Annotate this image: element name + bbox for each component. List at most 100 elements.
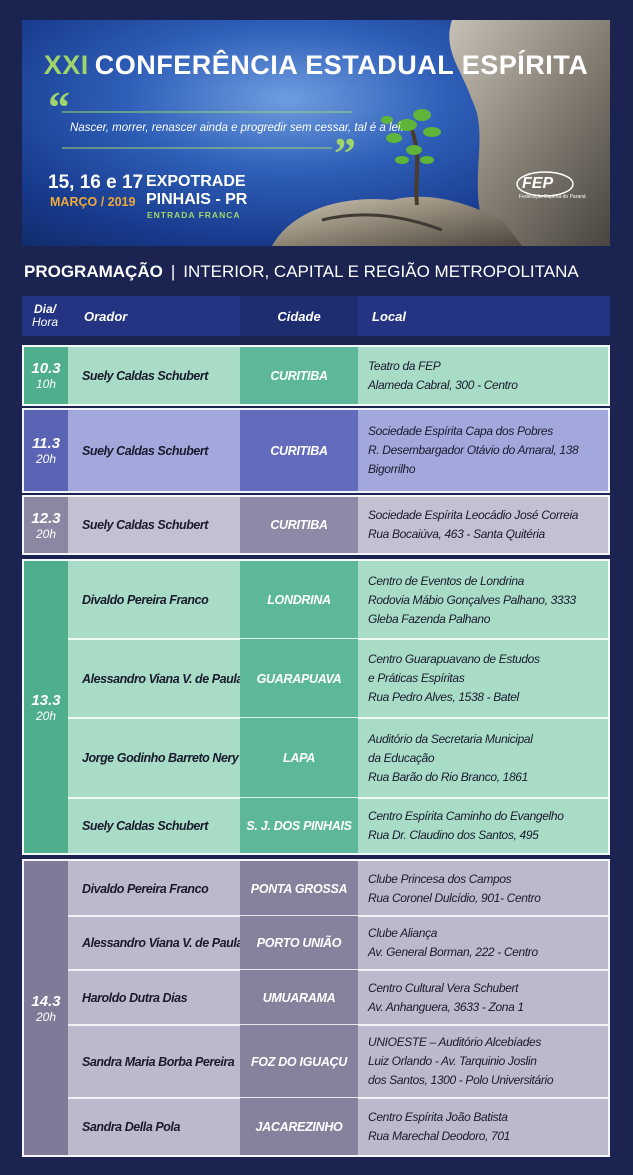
speaker: Suely Caldas Schubert <box>82 518 209 532</box>
schedule-group: 10.3 10h Suely Caldas Schubert CURITIBA Teat… <box>22 345 610 406</box>
location-line: Rua Dr. Claudino dos Santos, 495 <box>368 827 539 842</box>
day: 13.3 <box>31 691 61 709</box>
location-line: Rua Barão do Rio Branco, 1861 <box>368 769 528 784</box>
location-line: Rodovia Mábio Gonçalves Palhano, 3333 <box>368 592 576 607</box>
speaker: Suely Caldas Schubert <box>82 443 209 458</box>
location: Clube Aliança Av. General Borman, 222 - C… <box>358 916 608 970</box>
city: PINHAIS - PR <box>146 191 248 208</box>
header-text: Hora <box>31 315 58 329</box>
location: Centro Espírita Caminho do Evangelho Rua … <box>358 798 608 853</box>
header-location: Local <box>358 296 610 336</box>
city: PONTA GROSSA <box>240 861 358 916</box>
day-cell: 14.3 20h <box>24 861 68 1155</box>
schedule-group: 12.3 20h Suely Caldas Schubert CURITIBA Soci… <box>22 495 610 555</box>
location-line: dos Santos, 1300 - Polo Universitário <box>368 1073 554 1087</box>
location-line: Centro de Eventos de Londrina <box>368 573 524 588</box>
location: Clube Princesa dos Campos Rua Coronel Dul… <box>358 861 608 916</box>
location-line: da Educação <box>368 750 435 765</box>
location: Centro de Eventos de Londrina Rodovia Máb… <box>358 561 608 639</box>
city: LAPA <box>240 718 358 798</box>
location: Centro Guarapuavano de Estudos e Práticas… <box>358 639 608 718</box>
location: Sociedade Espírita Leocádio José Correia… <box>358 497 608 553</box>
speaker: Alessandro Viana V. de Paula <box>82 936 243 950</box>
section-title: PROGRAMAÇÃO <box>24 262 163 281</box>
location: Auditório da Secretaria Municipal da Educ… <box>358 718 608 798</box>
hour: 20h <box>35 452 57 466</box>
venue: EXPOTRADE <box>146 173 246 190</box>
speaker: Jorge Godinho Barreto Nery <box>82 751 239 765</box>
location-line: Teatro da FEP <box>368 358 441 373</box>
speaker: Sandra Maria Borba Pereira <box>82 1054 235 1069</box>
day: 11.3 <box>31 435 61 452</box>
location: Teatro da FEP Alameda Cabral, 300 - Centr… <box>358 347 608 404</box>
location-line: Rua Marechal Deodoro, 701 <box>368 1128 511 1143</box>
city: CURITIBA <box>240 347 358 404</box>
day: 10.3 <box>31 360 61 377</box>
location-line: Auditório da Secretaria Municipal <box>368 731 533 746</box>
entry: ENTRADA FRANCA <box>147 210 241 220</box>
header-text: Dia/ <box>33 302 56 316</box>
location-line: R. Desembargador Otávio do Amaral, 138 <box>368 443 579 457</box>
day: 12.3 <box>31 509 61 527</box>
location-line: Sociedade Espírita Leocádio José Correia <box>368 508 579 522</box>
speaker: Suely Caldas Schubert <box>82 368 209 383</box>
city: S. J. DOS PINHAIS <box>240 798 358 853</box>
location: Sociedade Espírita Capa dos Pobres R. Des… <box>358 410 608 491</box>
location-line: Gleba Fazenda Palhano <box>368 611 491 626</box>
hour: 20h <box>35 1009 57 1024</box>
city: UMUARAMA <box>240 970 358 1025</box>
location-line: Rua Pedro Alves, 1538 - Batel <box>368 690 519 704</box>
banner: XXI CONFERÊNCIA ESTADUAL ESPÍRITA “ ” Nas… <box>22 20 610 246</box>
location-line: Av. Anhanguera, 3633 - Zona 1 <box>368 999 524 1014</box>
section-heading: PROGRAMAÇÃO | INTERIOR, CAPITAL E REGIÃO M… <box>24 262 579 282</box>
location: UNIOESTE – Auditório Alcebíades Luiz Orla… <box>358 1025 608 1098</box>
location: Centro Espírita João Batista Rua Marechal… <box>358 1098 608 1155</box>
header-day-hour: Dia/ Hora <box>22 296 68 336</box>
speaker: Haroldo Dutra Dias <box>82 990 188 1005</box>
speaker: Divaldo Pereira Franco <box>82 881 209 896</box>
city: FOZ DO IGUAÇU <box>240 1025 358 1098</box>
speaker: Divaldo Pereira Franco <box>82 593 209 607</box>
month: MARÇO / 2019 <box>50 195 136 209</box>
quote-mark: ” <box>334 129 356 178</box>
city: CURITIBA <box>240 497 358 553</box>
location-line: Clube Aliança <box>368 926 438 940</box>
header-speaker: Orador <box>68 296 240 336</box>
location-line: UNIOESTE – Auditório Alcebíades <box>368 1035 542 1049</box>
day-cell: 11.3 20h <box>24 410 68 491</box>
quote-mark: “ <box>48 83 70 132</box>
location-line: Bigorrilho <box>368 462 416 476</box>
city: JACAREZINHO <box>240 1098 358 1155</box>
hour: 20h <box>35 526 57 541</box>
location-line: Rua Coronel Dulcídio, 901- Centro <box>368 890 541 905</box>
header-city: Cidade <box>240 296 358 336</box>
schedule-group: 13.3 20h Divaldo Pereira Franco LONDRINA Cen… <box>22 559 610 855</box>
day-cell: 10.3 10h <box>24 347 68 404</box>
day-cell: 13.3 20h <box>24 561 68 853</box>
location-line: Centro Cultural Vera Schubert <box>368 980 519 995</box>
location-line: Rua Bocaiúva, 463 - Santa Quitéria <box>368 527 545 541</box>
schedule-group: 11.3 20h Suely Caldas Schubert CURITIBA Soci… <box>22 408 610 493</box>
location-line: Centro Guarapuavano de Estudos <box>368 652 540 666</box>
hour: 20h <box>35 708 57 723</box>
location-line: Av. General Borman, 222 - Centro <box>368 945 538 959</box>
title-text: CONFERÊNCIA ESTADUAL ESPÍRITA <box>94 50 589 80</box>
day-cell: 12.3 20h <box>24 497 68 553</box>
divider: | <box>170 262 176 281</box>
location-line: Centro Espírita João Batista <box>368 1109 508 1124</box>
dates: 15, 16 e 17 <box>48 172 144 193</box>
logo: FEP <box>522 175 554 192</box>
city: CURITIBA <box>240 410 358 491</box>
quote: Nascer, morrer, renascer ainda e progred… <box>70 122 404 134</box>
location-line: Sociedade Espírita Capa dos Pobres <box>368 424 553 438</box>
city: PORTO UNIÃO <box>240 916 358 970</box>
day: 14.3 <box>31 992 61 1010</box>
section-subtitle: INTERIOR, CAPITAL E REGIÃO METROPOLITANA <box>183 262 579 281</box>
title: XXI CONFERÊNCIA ESTADUAL ESPÍRITA <box>22 50 610 81</box>
city: LONDRINA <box>240 561 358 639</box>
location-line: Clube Princesa dos Campos <box>368 871 512 886</box>
banner-art <box>62 20 610 246</box>
location: Centro Cultural Vera Schubert Av. Anhangu… <box>358 970 608 1025</box>
logo-subtitle: Federação Espírita do Paraná <box>519 194 586 200</box>
